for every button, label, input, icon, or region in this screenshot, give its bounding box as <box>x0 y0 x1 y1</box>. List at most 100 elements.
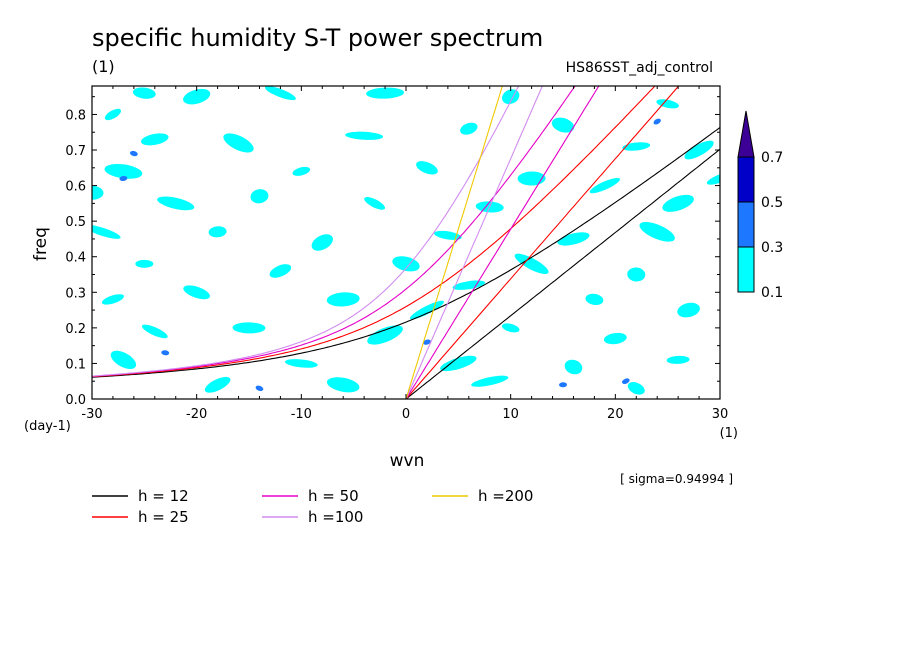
shading-patch <box>250 189 269 204</box>
y-tick-label: 0.8 <box>65 108 86 123</box>
shading-patch <box>585 293 604 306</box>
shading-patch <box>110 350 137 370</box>
shading-patch <box>311 234 333 251</box>
colorbar-segment <box>737 201 755 248</box>
shading-patch <box>501 323 520 333</box>
x-tick-label: 20 <box>607 407 624 422</box>
shading-patch <box>603 332 627 345</box>
x-tick-label: 10 <box>502 407 519 422</box>
y-axis-label: freq <box>31 227 51 261</box>
axes: -30 -20 -10 0 10 20 30 0.0 0.1 0.2 0.3 0.4 0.5 0.6 0.7… <box>65 86 728 422</box>
shading-patch <box>666 355 690 364</box>
series-line <box>405 86 543 399</box>
legend-label: h =200 <box>478 487 533 505</box>
colorbar-segment <box>737 156 755 203</box>
x-tick-label: 30 <box>712 407 729 422</box>
x-tick-label: 0 <box>402 407 410 422</box>
shading-patch <box>416 161 438 175</box>
shading-patch <box>135 259 154 268</box>
shading-patch <box>684 140 714 160</box>
shading-patch <box>677 302 700 318</box>
shading-patch <box>622 142 651 151</box>
x-tick-label: -20 <box>186 407 207 422</box>
shading-patch <box>157 196 195 211</box>
shading-patch <box>662 194 694 212</box>
shading-patch <box>161 350 170 356</box>
x-tick-label: -30 <box>81 407 102 422</box>
shading-patch <box>129 150 138 157</box>
chart-title: specific humidity S-T power spectrum <box>92 24 543 52</box>
series-line <box>405 86 503 399</box>
series-line <box>405 148 720 399</box>
shading-patch <box>627 382 645 395</box>
shading-patch <box>132 87 156 99</box>
shading-patch <box>627 267 646 282</box>
plot-frame <box>91 85 721 400</box>
series-line <box>92 86 656 378</box>
shading-patch <box>434 230 462 240</box>
colorbar-segment <box>737 246 755 293</box>
y-tick-label: 0.3 <box>65 286 86 301</box>
legend-label: h = 25 <box>138 508 189 526</box>
shading-patch <box>204 376 231 393</box>
x-axis-label: wvn <box>390 451 425 471</box>
shading-patch <box>517 171 546 186</box>
shading-patch <box>392 256 420 272</box>
shading-patch <box>653 118 661 125</box>
shading-patch <box>639 221 675 242</box>
y-tick-label: 0.0 <box>65 393 86 408</box>
shading-patch <box>460 122 478 135</box>
legend-label: h = 12 <box>138 487 189 505</box>
shading-patch <box>141 133 169 146</box>
shading-patch <box>101 294 124 305</box>
shading-patch <box>367 325 403 345</box>
shading-patch <box>364 197 386 210</box>
shading-patch <box>269 264 292 278</box>
series-line <box>92 86 576 377</box>
y-tick-label: 0.6 <box>65 180 86 195</box>
shading-patch <box>551 117 575 133</box>
series-line <box>92 127 720 378</box>
shading-patch <box>183 285 211 300</box>
chart-subtitle-right: HS86SST_adj_control <box>566 60 713 76</box>
shading-patch <box>223 133 254 153</box>
colorbar-label: 0.3 <box>761 240 783 256</box>
colorbar-label: 0.1 <box>761 285 783 301</box>
shading-patch <box>255 385 264 392</box>
colorbar: 0.1 0.3 0.5 0.7 <box>737 110 783 301</box>
shading-patch <box>559 382 567 388</box>
series-line <box>405 86 600 399</box>
chart-subtitle-left: (1) <box>92 57 115 76</box>
colorbar-extension <box>737 110 755 158</box>
colorbar-label: 0.7 <box>761 150 783 166</box>
legend-label: h =100 <box>308 508 363 526</box>
shading-patch <box>92 185 104 200</box>
y-tick-label: 0.7 <box>65 144 86 159</box>
series-line <box>405 86 680 399</box>
shading-patch <box>141 324 168 339</box>
legend: h = 12 h = 25 h = 50 h =100 h =200 <box>92 487 533 526</box>
x-axis-unit: (1) <box>720 426 738 441</box>
shading-patch <box>119 175 128 182</box>
shading-patch <box>706 172 720 185</box>
shading-patch <box>656 99 679 109</box>
shading-patch <box>326 292 360 307</box>
dispersion-curves <box>92 86 720 399</box>
power-shading <box>92 86 720 395</box>
y-tick-label: 0.2 <box>65 322 86 337</box>
series-line <box>92 86 520 377</box>
shading-patch <box>409 300 444 320</box>
y-axis-unit: (day-1) <box>24 419 71 434</box>
shading-patch <box>208 226 227 238</box>
shading-patch <box>423 339 431 345</box>
shading-patch <box>183 88 211 105</box>
shading-patch <box>471 375 509 387</box>
sigma-note: [ sigma=0.94994 ] <box>620 472 733 486</box>
legend-label: h = 50 <box>308 487 359 505</box>
shading-patch <box>440 355 477 372</box>
shading-patch <box>622 378 630 385</box>
shading-patch <box>292 166 311 176</box>
shading-patch <box>326 377 360 393</box>
shading-patch <box>557 232 590 246</box>
